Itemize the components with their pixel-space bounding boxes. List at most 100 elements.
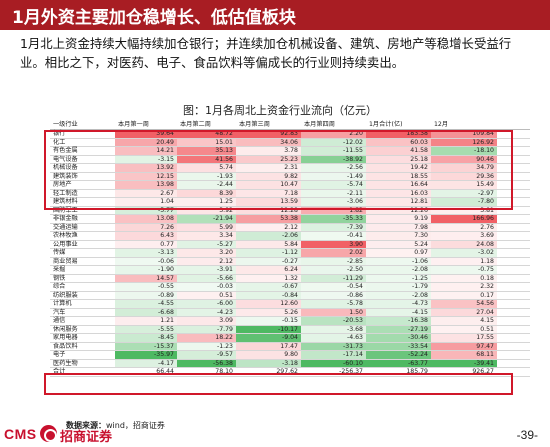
flow-value: -60.10 — [301, 359, 366, 367]
flow-value: 9.80 — [236, 351, 301, 359]
flow-value: -5.78 — [301, 300, 366, 308]
column-header: 本月第一周 — [118, 121, 149, 128]
table-row: 交通运输 7.26 5.99 2.12 -7.39 7.98 2.76 — [50, 223, 530, 232]
flow-value: 24.08 — [431, 240, 497, 248]
flow-value: -0.75 — [431, 266, 497, 274]
flow-value: 7.26 — [115, 223, 177, 231]
sector-name: 非银金融 — [53, 215, 78, 222]
column-header: 本月第三周 — [239, 121, 270, 128]
logo-latin: CMS — [4, 426, 37, 442]
flow-value: 25.18 — [366, 155, 431, 163]
flow-value: 97.47 — [431, 342, 497, 350]
sector-name: 休闲服务 — [53, 325, 78, 333]
flow-value: -1.23 — [177, 342, 236, 350]
flow-value: 0.51 — [177, 291, 236, 299]
flow-value: 5.26 — [236, 308, 301, 316]
flow-value: 3.81 — [431, 206, 497, 214]
flow-value: -39.41 — [431, 359, 497, 367]
flow-value: 126.92 — [431, 138, 497, 146]
flow-value: 17.55 — [431, 334, 497, 342]
sector-name: 钢铁 — [53, 274, 66, 282]
sector-name: 合计 — [53, 368, 66, 375]
table-row: 国防军工 -5.77 3.92 12.28 1.82 12.26 3.81 — [50, 206, 530, 215]
flow-value: 0.17 — [431, 291, 497, 299]
flow-value: 2.32 — [431, 283, 497, 291]
flow-value: 185.79 — [406, 368, 428, 375]
table-row: 机械设备 13.92 5.74 2.31 -2.56 19.42 34.79 — [50, 164, 530, 173]
table-row: 化工 20.49 15.01 34.06 -12.02 60.03 126.92 — [50, 138, 530, 147]
flow-value: 3.92 — [177, 206, 236, 214]
flow-value: -12.02 — [301, 138, 366, 146]
flow-value: 13.08 — [115, 215, 177, 223]
flow-value: 20.49 — [115, 138, 177, 146]
flow-value: 18.22 — [177, 334, 236, 342]
flow-value: -0.89 — [115, 291, 177, 299]
flow-value: 1.04 — [115, 198, 177, 206]
table-row: 电气设备 -3.15 41.56 25.23 -38.92 25.18 90.46 — [50, 155, 530, 164]
flow-value: -2.08 — [366, 266, 431, 274]
flow-value: 2.12 — [236, 223, 301, 231]
flow-value: -4.55 — [115, 300, 177, 308]
table-total-row: 合计 66.44 78.10 297.62 -256.37 185.79 926.27 — [50, 368, 530, 377]
flow-value: 7.30 — [366, 232, 431, 240]
flow-value: 39.64 — [115, 130, 177, 138]
table-header-row: 一级行业 本月第一周 本月第二周 本月第三周 本月第四周 1月合计(亿) 12月 — [50, 119, 530, 130]
flow-value: 2.02 — [301, 249, 366, 257]
flow-value: -0.03 — [177, 283, 236, 291]
flow-value: -18.10 — [431, 147, 497, 155]
flow-value: -3.91 — [177, 266, 236, 274]
flow-value: -3.68 — [301, 325, 366, 333]
flow-value: 1.32 — [236, 274, 301, 282]
flow-value: -8.45 — [115, 334, 177, 342]
table-row: 综合 -0.55 -0.03 -0.67 -0.54 -1.79 2.32 — [50, 283, 530, 292]
flow-value: 53.38 — [236, 215, 301, 223]
sector-name: 农林牧渔 — [53, 232, 78, 239]
sector-flow-table: 一级行业 本月第一周 本月第二周 本月第三周 本月第四周 1月合计(亿) 12月 银行 39.6… — [50, 119, 530, 377]
flow-value: 3.20 — [177, 249, 236, 257]
flow-value: -0.55 — [115, 283, 177, 291]
flow-value: 3.90 — [301, 240, 366, 248]
flow-value: -0.67 — [236, 283, 301, 291]
flow-value: 12.60 — [236, 300, 301, 308]
logo-icon — [40, 425, 57, 442]
flow-value: 16.64 — [366, 181, 431, 189]
column-header: 本月第四周 — [304, 121, 335, 128]
flow-value: 41.58 — [366, 147, 431, 155]
flow-value: -10.17 — [236, 325, 301, 333]
flow-value: -2.85 — [301, 257, 366, 265]
flow-value: 1.21 — [115, 317, 177, 325]
flow-value: 7.98 — [366, 223, 431, 231]
table-row: 非银金融 13.08 -21.94 53.38 -35.33 9.19 166.96 — [50, 215, 530, 224]
flow-value: 15.49 — [431, 181, 497, 189]
flow-value: 12.26 — [366, 206, 431, 214]
flow-value: 13.59 — [236, 198, 301, 206]
flow-value: -5.74 — [301, 181, 366, 189]
flow-value: -16.38 — [366, 317, 431, 325]
flow-value: 6.24 — [236, 266, 301, 274]
flow-value: -256.37 — [339, 368, 363, 375]
flow-value: -0.15 — [236, 317, 301, 325]
flow-value: -6.00 — [177, 300, 236, 308]
flow-value: -5.77 — [115, 206, 177, 214]
flow-value: -38.92 — [301, 155, 366, 163]
flow-value: -2.97 — [431, 189, 497, 197]
flow-value: -7.80 — [431, 198, 497, 206]
flow-value: -35.97 — [115, 351, 177, 359]
flow-value: 34.06 — [236, 138, 301, 146]
table-row: 公用事业 0.77 -5.27 5.84 3.90 5.24 24.08 — [50, 240, 530, 249]
flow-value: 16.03 — [366, 189, 431, 197]
flow-value: 78.10 — [215, 368, 233, 375]
flow-value: 0.97 — [366, 249, 431, 257]
flow-value: -9.57 — [177, 351, 236, 359]
flow-value: 6.43 — [115, 232, 177, 240]
flow-value: 54.56 — [431, 300, 497, 308]
flow-value: -0.06 — [115, 257, 177, 265]
flow-value: -0.84 — [236, 291, 301, 299]
flow-value: 12.28 — [236, 206, 301, 214]
sector-name: 电气设备 — [53, 155, 78, 163]
flow-value: 2.31 — [236, 164, 301, 172]
sector-name: 有色金属 — [53, 147, 78, 154]
sector-name: 公用事业 — [53, 240, 78, 248]
flow-value: -4.23 — [177, 308, 236, 316]
flow-value: 926.27 — [472, 368, 494, 375]
